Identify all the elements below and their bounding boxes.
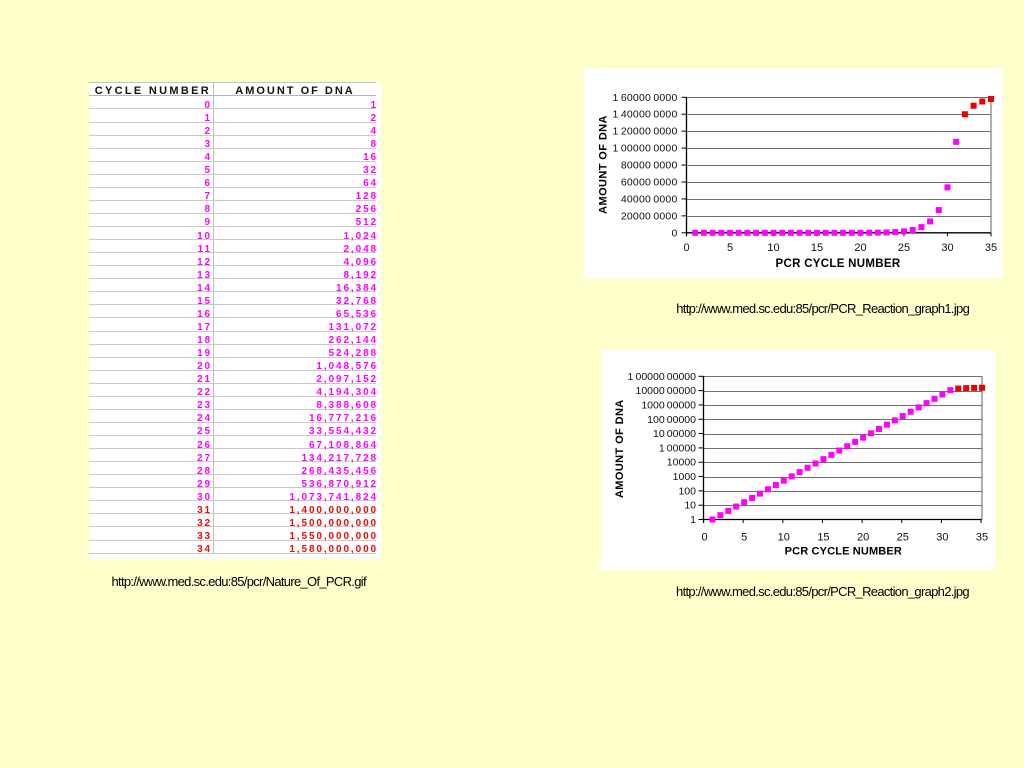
svg-text:1 00000: 1 00000 <box>659 442 696 454</box>
svg-text:1: 1 <box>690 514 696 526</box>
svg-text:100 00000: 100 00000 <box>647 414 696 426</box>
svg-text:PCR CYCLE NUMBER: PCR CYCLE NUMBER <box>776 258 901 270</box>
svg-text:1 40000 0000: 1 40000 0000 <box>612 109 677 121</box>
svg-text:0: 0 <box>701 532 707 544</box>
svg-text:35: 35 <box>976 532 988 544</box>
svg-text:30: 30 <box>941 242 953 254</box>
svg-text:80000 0000: 80000 0000 <box>621 160 678 172</box>
svg-text:1 60000 0000: 1 60000 0000 <box>612 92 677 104</box>
svg-text:AMOUNT OF DNA: AMOUNT OF DNA <box>598 115 610 214</box>
svg-text:PCR CYCLE NUMBER: PCR CYCLE NUMBER <box>785 546 902 558</box>
svg-text:5: 5 <box>727 242 733 254</box>
svg-text:25: 25 <box>898 242 910 254</box>
svg-text:20: 20 <box>857 532 869 544</box>
svg-text:1 00000 0000: 1 00000 0000 <box>612 143 677 155</box>
svg-text:30: 30 <box>936 532 948 544</box>
svg-text:5: 5 <box>741 532 747 544</box>
svg-text:40000 0000: 40000 0000 <box>621 193 678 205</box>
svg-text:25: 25 <box>897 532 909 544</box>
svg-text:10000: 10000 <box>667 457 696 469</box>
svg-text:10 00000: 10 00000 <box>653 428 696 440</box>
svg-text:35: 35 <box>985 242 997 254</box>
svg-text:20: 20 <box>854 242 866 254</box>
svg-text:10: 10 <box>684 500 696 512</box>
svg-text:1 20000 0000: 1 20000 0000 <box>612 126 677 138</box>
svg-text:100: 100 <box>678 485 696 497</box>
svg-text:1000: 1000 <box>673 471 697 483</box>
svg-text:1000 00000: 1000 00000 <box>641 399 696 411</box>
svg-text:0: 0 <box>683 242 689 254</box>
svg-text:AMOUNT OF DNA: AMOUNT OF DNA <box>614 399 626 498</box>
svg-text:10000 00000: 10000 00000 <box>636 385 697 397</box>
svg-text:10: 10 <box>767 242 779 254</box>
svg-text:10: 10 <box>778 532 790 544</box>
svg-text:1 00000 00000: 1 00000 00000 <box>628 371 697 383</box>
svg-text:15: 15 <box>817 532 829 544</box>
svg-text:0: 0 <box>671 227 677 239</box>
svg-text:60000 0000: 60000 0000 <box>621 176 678 188</box>
svg-text:20000 0000: 20000 0000 <box>621 210 678 222</box>
svg-text:15: 15 <box>811 242 823 254</box>
